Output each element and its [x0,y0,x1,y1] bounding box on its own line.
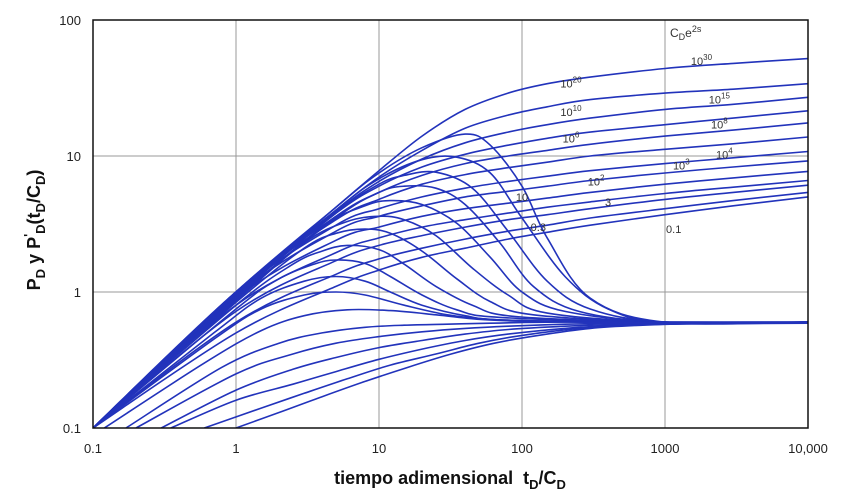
legend-title-sub: D [679,32,686,42]
grid-lines [92,19,809,429]
y-tick-label: 100 [59,13,81,28]
y-axis-label-part: D [33,203,48,212]
x-tick-label: 10 [372,441,386,456]
derivative-curve [135,321,808,428]
y-axis-label-part: y P [24,237,44,269]
x-tick-label: 10,000 [788,441,828,456]
y-tick-label: 0.1 [63,421,81,436]
derivative-curve [93,215,808,428]
y-tick-label: 10 [67,149,81,164]
pressure-curve [93,184,808,428]
pressure-curve [93,150,808,428]
pressure-curve [93,191,808,428]
legend-title: CDe2s [670,24,702,42]
derivative-curve [93,228,808,428]
pressure-curve [93,82,808,428]
y-axis-label: PD y P'D(tD/CD) [21,170,48,291]
derivative-curve [93,259,808,428]
curve-label: 102 [588,173,605,188]
curve-label: 0.3 [531,222,546,234]
x-axis-label-var: t [523,468,529,488]
x-tick-label: 0.1 [84,441,102,456]
curve-label: 1030 [691,53,713,68]
pressure-curve [93,179,808,428]
y-axis-label-part: (t [24,212,44,224]
legend-title-mid: e [685,26,692,40]
y-axis-label-part: D [33,224,48,233]
x-axis-label-sub2: D [557,477,566,492]
curve-label: 106 [563,130,580,145]
derivative-curve [93,275,808,428]
curve-group [93,57,808,428]
x-tick-label: 1000 [651,441,680,456]
derivative-curve [93,170,808,428]
x-tick-labels: 0.1 1 10 100 1000 10,000 [84,441,828,456]
pressure-curve [93,196,808,428]
curve-label: 108 [711,117,728,132]
curve-label: 0.1 [666,224,681,236]
curve-label: 1010 [560,104,582,119]
x-tick-label: 100 [511,441,533,456]
curve-label: 103 [673,158,690,173]
curve-label: 1015 [709,92,731,107]
x-axis-label-sub: D [529,477,538,492]
y-axis-label-part: ' [21,234,36,237]
legend-title-base: C [670,26,679,40]
y-tick-label: 1 [74,285,81,300]
legend-title-sup: 2s [692,24,702,34]
plot-frame [92,19,809,429]
y-axis-label-part: ) [24,170,44,176]
x-axis-label-main: tiempo adimensional [334,468,513,488]
x-axis-label: tiempo adimensional tD/CD [334,468,566,492]
curve-label: 10 [516,192,528,204]
derivative-curve [93,199,808,428]
y-axis-label-part: D [33,269,48,278]
derivative-curve [160,321,808,428]
derivative-curve [235,321,808,428]
x-tick-label: 1 [232,441,239,456]
derivative-curve [170,322,808,428]
y-axis-label-part: P [24,278,44,290]
y-axis-label-part: D [33,176,48,185]
curve-label: 104 [716,146,733,161]
derivative-curve [93,155,808,428]
pressure-curve [93,57,808,428]
y-tick-labels: 0.1 1 10 100 [59,13,81,436]
pressure-curve [93,122,808,428]
y-axis-label-part: /C [24,185,44,203]
x-axis-label-sep: /C [539,468,557,488]
curve-label: 3 [605,197,611,209]
curve-label: 1020 [560,76,582,91]
